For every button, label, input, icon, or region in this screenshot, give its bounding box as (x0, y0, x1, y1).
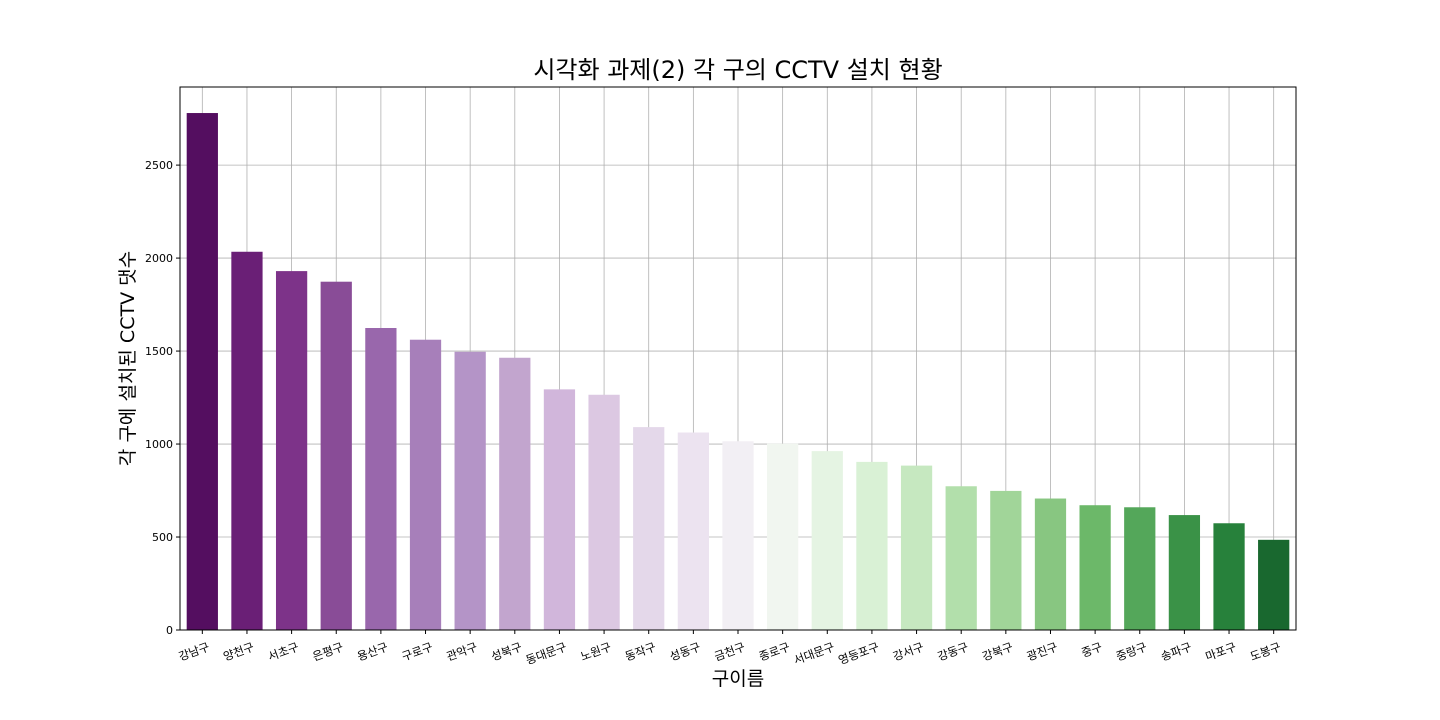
y-tick-label: 500 (152, 531, 173, 544)
bar-도봉구 (1258, 539, 1290, 630)
y-tick-label: 1000 (145, 438, 173, 451)
y-tick-label: 1500 (145, 345, 173, 358)
bar-광진구 (1034, 498, 1067, 630)
bar-동대문구 (543, 389, 576, 630)
bar-금천구 (722, 441, 754, 630)
bar-영등포구 (856, 461, 888, 630)
bar-구로구 (409, 339, 442, 630)
x-axis-ticks: 강남구 양천구 서초구 은평구 용산구 구로구 관악구 성북구 동대문구 노원구 동작구 성동구 금천구… (177, 630, 1283, 667)
bar-서초구 (275, 271, 308, 630)
bar-중구 (1079, 505, 1111, 630)
bars (186, 113, 1290, 631)
bar-중랑구 (1124, 507, 1156, 630)
y-tick-label: 2000 (145, 252, 173, 265)
bar-양천구 (231, 251, 263, 630)
bar-강남구 (186, 113, 218, 631)
bar-종로구 (767, 443, 799, 630)
bar-성북구 (499, 357, 531, 630)
x-tick-label: 중구 (1079, 640, 1104, 660)
bar-마포구 (1213, 523, 1245, 630)
bar-강서구 (900, 465, 933, 630)
bar-노원구 (588, 394, 620, 630)
bar-은평구 (320, 281, 352, 630)
bar-서대문구 (811, 451, 843, 630)
y-tick-label: 0 (166, 624, 173, 637)
bar-성동구 (677, 432, 709, 630)
bar-용산구 (365, 328, 397, 630)
y-axis-label: 각 구에 설치된 CCTV 댓수 (117, 251, 139, 466)
bar-관악구 (454, 351, 486, 630)
bar-강동구 (945, 486, 977, 630)
chart-title: 시각화 과제(2) 각 구의 CCTV 설치 현황 (533, 56, 942, 84)
y-tick-label: 2500 (145, 159, 173, 172)
bar-강북구 (990, 490, 1022, 630)
x-axis-label: 구이름 (712, 668, 764, 690)
bar-동작구 (633, 427, 665, 630)
bar-송파구 (1168, 515, 1201, 630)
y-axis-ticks: 0 500 1000 1500 2000 2500 (145, 159, 180, 637)
